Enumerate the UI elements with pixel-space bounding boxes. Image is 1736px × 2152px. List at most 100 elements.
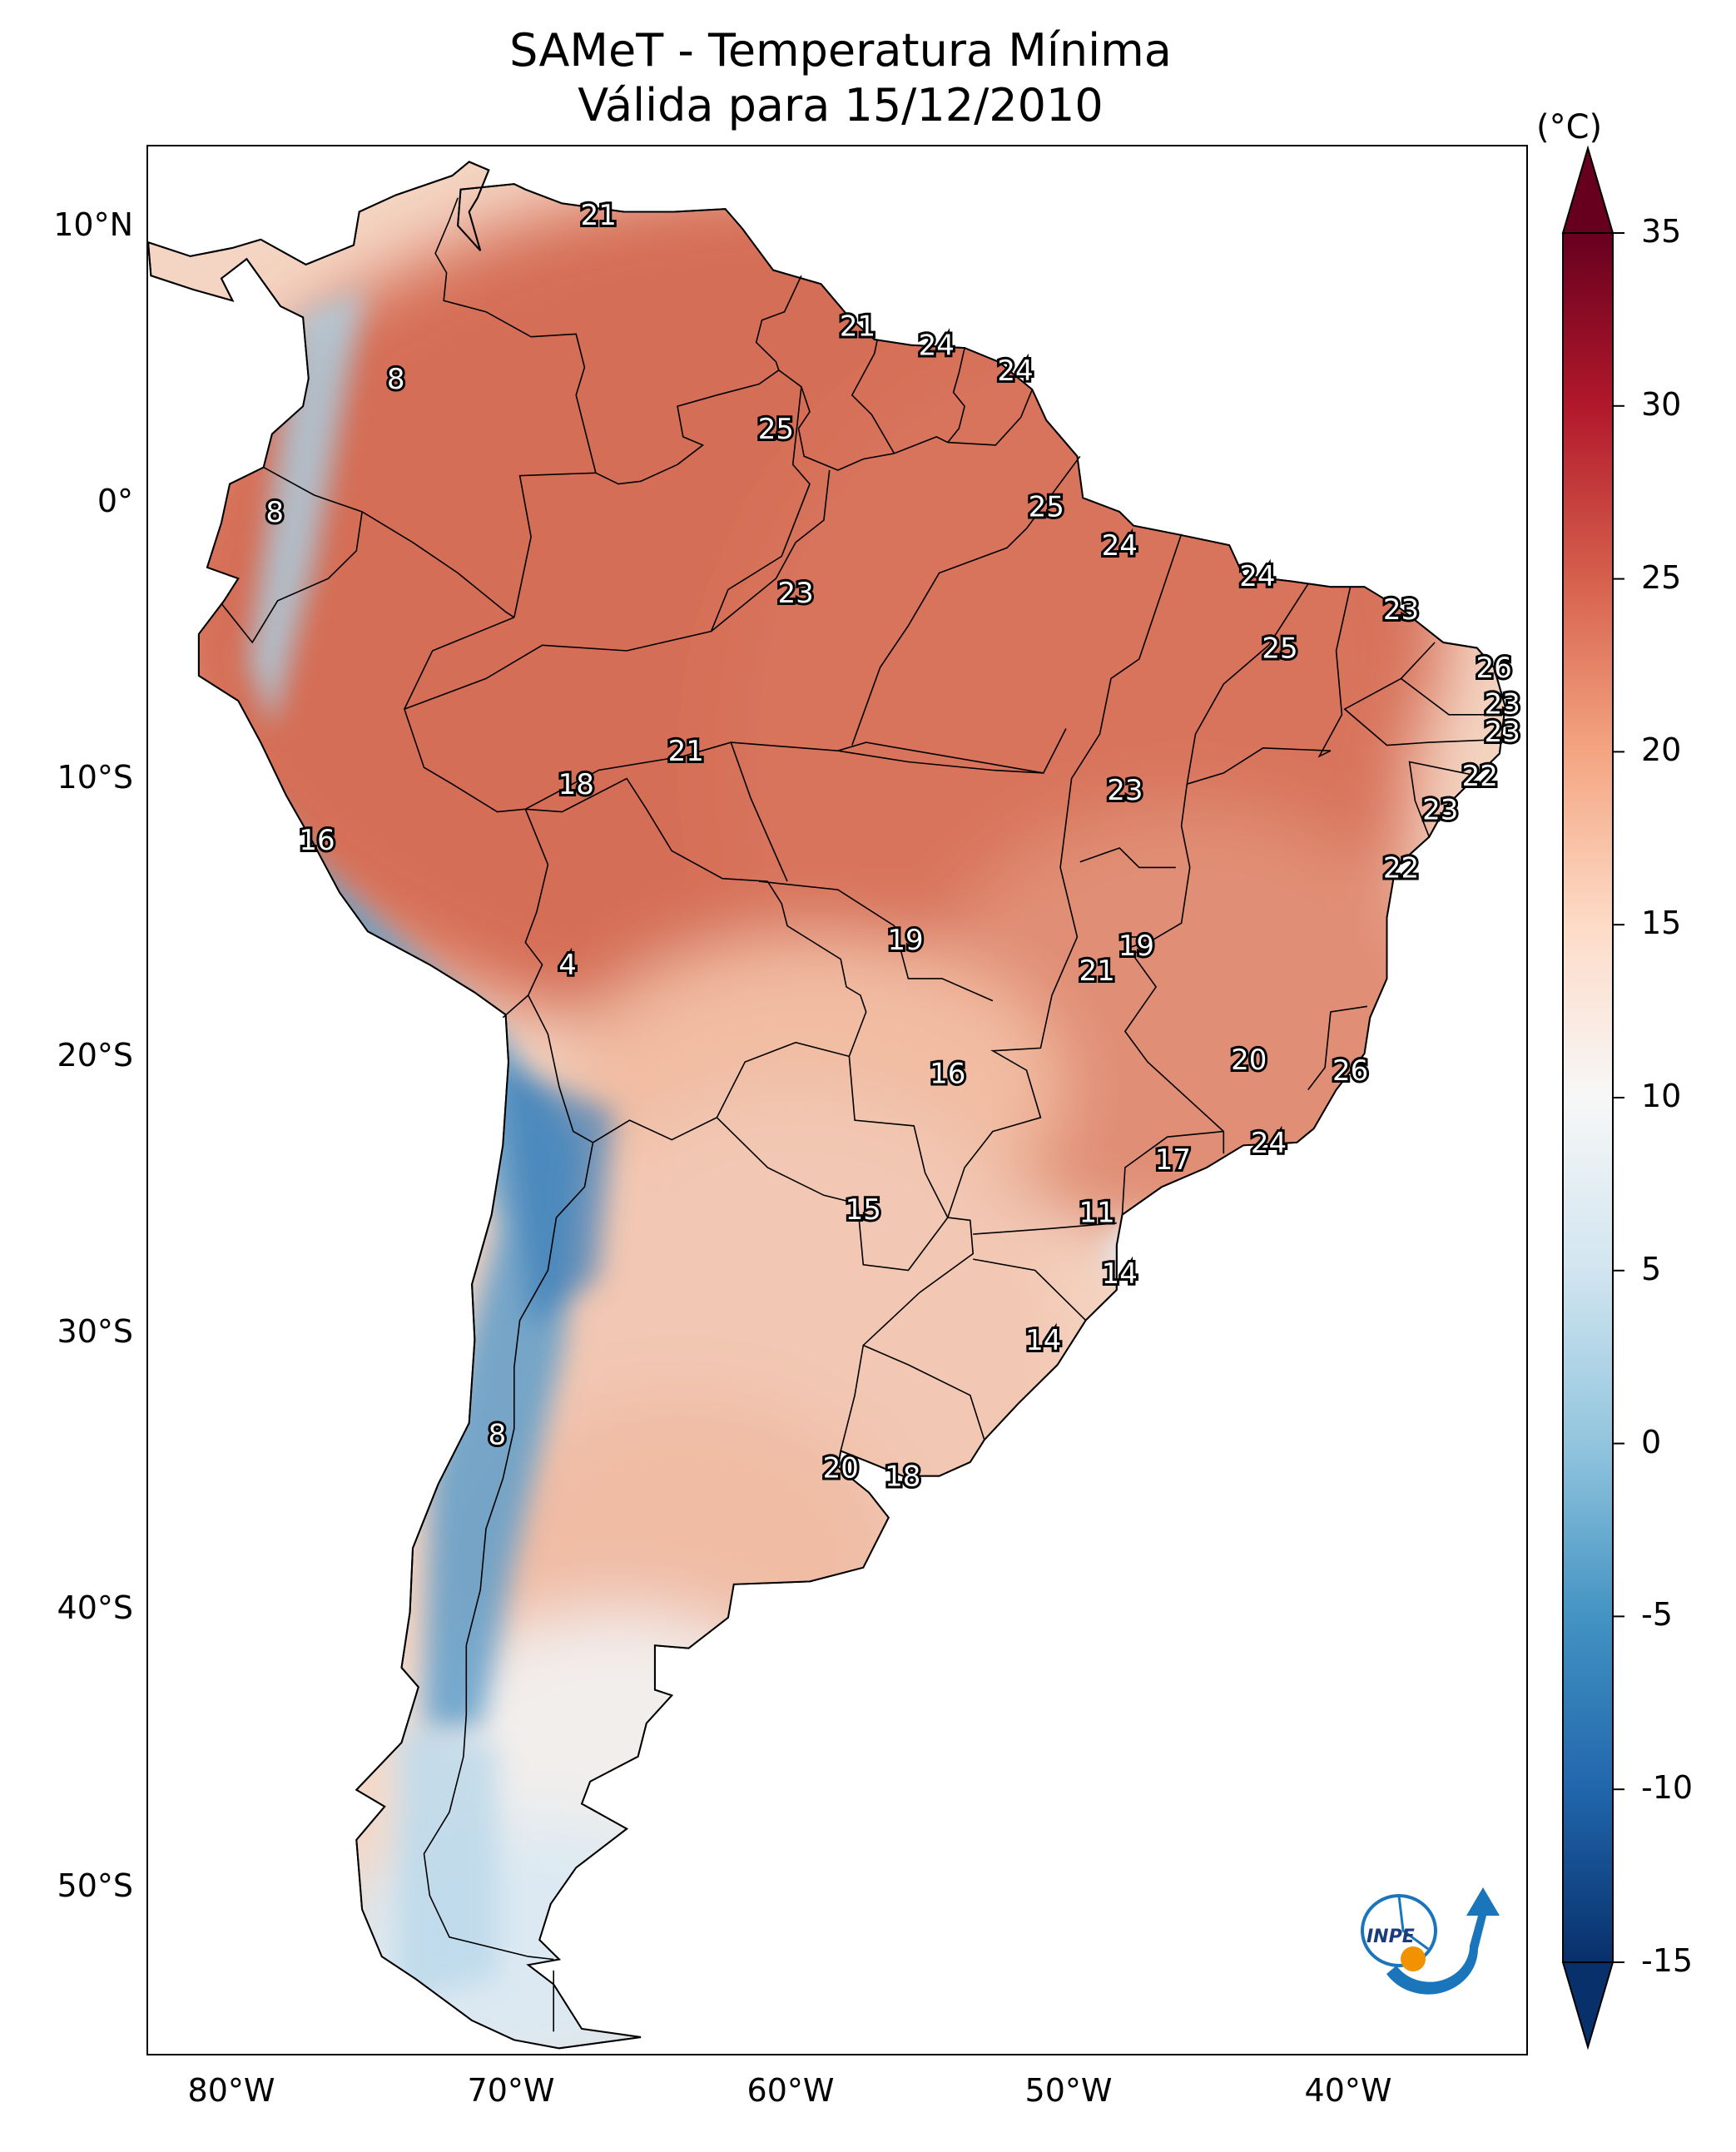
lat-label-20s: 20°S — [57, 1037, 133, 1074]
colorbar-tick-label: 25 — [1641, 558, 1682, 596]
station-temperature-label: 17 — [1155, 1143, 1191, 1177]
station-temperature-label: 25 — [758, 413, 794, 446]
lon-label-80w: 80°W — [187, 2072, 275, 2109]
border-line — [434, 197, 597, 474]
station-temperature-label: 8 — [265, 496, 284, 529]
lon-label-60w: 60°W — [746, 2072, 835, 2109]
colorbar-unit: (°C) — [1536, 108, 1603, 146]
border-line — [1400, 642, 1505, 716]
colorbar-tick-label: 35 — [1641, 213, 1682, 250]
lon-label-70w: 70°W — [467, 2072, 555, 2109]
station-temperature-label: 16 — [930, 1057, 965, 1090]
lat-label-10s: 10°S — [57, 759, 133, 796]
border-line — [778, 369, 895, 471]
station-temperature-label: 21 — [581, 199, 617, 232]
station-temperature-label: 22 — [1462, 760, 1498, 793]
station-temperature-label: 24 — [919, 330, 955, 363]
station-temperature-label: 23 — [777, 577, 813, 610]
border-line — [837, 728, 1067, 774]
station-temperature-label: 21 — [668, 735, 704, 768]
colorbar-ticks — [1613, 232, 1624, 1963]
station-temperature-label: 14 — [1102, 1257, 1138, 1291]
station-temperature-label: 8 — [489, 1419, 507, 1452]
station-temperature-label: 24 — [997, 355, 1033, 388]
border-line — [894, 389, 1034, 454]
colorbar-tick-label: -15 — [1641, 1942, 1694, 1979]
station-temperature-label: 23 — [1485, 716, 1520, 749]
station-temperature-label: 21 — [1079, 955, 1114, 988]
border-line — [851, 339, 895, 454]
border-line — [527, 994, 593, 1143]
border-line — [1187, 587, 1352, 785]
chart-title: SAMeT - Temperatura Mínima Válida para 1… — [150, 23, 1531, 133]
colorbar-tick-label: 30 — [1641, 385, 1682, 423]
station-temperature-label: 4 — [558, 949, 577, 982]
coastline — [148, 161, 1506, 2050]
border-line — [710, 386, 811, 632]
border-line — [404, 617, 526, 813]
lat-label-50s: 50°S — [57, 1867, 133, 1904]
svg-text:INPE: INPE — [1366, 1926, 1415, 1947]
station-temperature-label: 26 — [1476, 652, 1511, 685]
border-line — [947, 347, 965, 444]
colorbar-bottom-arrow — [1561, 1961, 1614, 2050]
station-temperature-label: 16 — [299, 824, 335, 857]
station-temperature-label: 24 — [1102, 529, 1138, 563]
station-temperature-label: 25 — [1262, 632, 1297, 666]
lon-label-40w: 40°W — [1304, 2072, 1392, 2109]
border-line — [263, 466, 515, 618]
station-temperature-label: 22 — [1383, 851, 1419, 885]
inpe-logo: INPE — [1361, 1887, 1500, 1995]
border-line — [1408, 761, 1477, 837]
station-temperature-label: 19 — [887, 924, 923, 957]
colorbar-tick-label: -10 — [1641, 1769, 1694, 1807]
station-temperature-label: 23 — [1383, 593, 1419, 627]
colorbar-tick-label: 0 — [1641, 1423, 1662, 1460]
colorbar-tick-label: -5 — [1641, 1596, 1673, 1634]
colorbar-tick-label: 10 — [1641, 1078, 1682, 1114]
title-line-2: Válida para 15/12/2010 — [578, 79, 1104, 131]
lat-label-30s: 30°S — [57, 1313, 133, 1350]
station-temperature-label: 25 — [1029, 490, 1064, 523]
station-temperature-label: 23 — [1422, 793, 1458, 826]
lat-label-10n: 10°N — [53, 206, 133, 243]
border-line — [973, 1258, 1087, 1321]
station-temperature-label: 19 — [1118, 930, 1154, 963]
border-line — [595, 275, 802, 485]
station-temperature-label: 21 — [840, 310, 875, 343]
colorbar-top-arrow — [1561, 145, 1614, 234]
colorbar-body — [1562, 232, 1614, 1963]
station-temperature-label: 18 — [885, 1460, 920, 1494]
border-line — [759, 880, 994, 1002]
lat-label-0: 0° — [97, 483, 133, 519]
station-temperature-label: 24 — [1239, 560, 1275, 593]
station-temperature-label: 14 — [1025, 1324, 1061, 1357]
border-line — [513, 472, 596, 618]
border-line — [973, 1222, 1117, 1235]
station-temperature-label: 23 — [1107, 774, 1143, 807]
land-fill — [148, 161, 1506, 2050]
lat-label-40s: 40°S — [57, 1589, 133, 1626]
border-line — [1307, 1005, 1368, 1090]
border-line — [1121, 1130, 1224, 1215]
border-line — [1343, 677, 1497, 746]
station-temperature-label: 8 — [387, 363, 405, 396]
temperature-field — [148, 180, 1455, 2049]
country-borders — [221, 197, 1505, 2032]
colorbar-tick-label: 5 — [1641, 1250, 1662, 1287]
station-temperature-label: 20 — [1231, 1044, 1267, 1077]
border-line — [716, 1117, 949, 1272]
station-temperature-label: 11 — [1079, 1196, 1114, 1229]
lon-label-50w: 50°W — [1024, 2072, 1113, 2109]
colorbar-tick-label: 20 — [1641, 731, 1682, 769]
station-temperature-label: 24 — [1251, 1127, 1287, 1160]
border-line — [1123, 583, 1309, 1154]
border-line — [730, 741, 788, 882]
station-temperature-label: 26 — [1332, 1054, 1368, 1088]
border-line — [423, 1142, 594, 1961]
border-line — [947, 533, 1183, 1218]
border-line — [221, 511, 363, 644]
station-temperature-label: 18 — [558, 768, 594, 801]
